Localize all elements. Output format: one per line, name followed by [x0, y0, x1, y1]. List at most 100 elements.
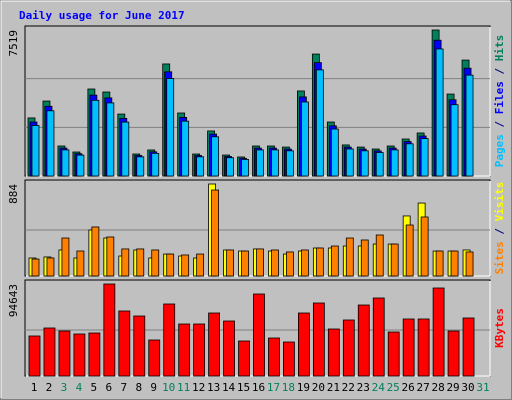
bar [181, 254, 190, 277]
bar [148, 339, 161, 377]
x-tick-label: 7 [120, 381, 127, 394]
x-tick-label: 15 [237, 381, 250, 394]
bar [136, 248, 145, 277]
bar [435, 48, 444, 177]
bar [103, 283, 116, 377]
legend: KBytes [493, 308, 506, 348]
bar [166, 78, 175, 177]
x-tick-label: 31 [476, 381, 489, 394]
bar [315, 247, 324, 277]
bar [28, 335, 41, 377]
bar [46, 110, 55, 177]
bar [327, 328, 340, 377]
bar [76, 154, 85, 177]
legend: Pages / Files / Hits [493, 35, 506, 168]
bar [31, 125, 40, 177]
legend-entry: KBytes [493, 308, 506, 348]
bar [76, 250, 85, 277]
bar [256, 149, 264, 177]
bar [226, 157, 234, 177]
x-tick-label: 24 [372, 381, 386, 394]
x-tick-label: 17 [267, 381, 280, 394]
x-tick-label: 14 [222, 381, 236, 394]
bar [372, 297, 385, 377]
bar [151, 249, 160, 277]
bar [312, 302, 325, 377]
x-tick-label: 26 [402, 381, 415, 394]
x-tick-label: 13 [207, 381, 220, 394]
bar [462, 317, 475, 377]
bar [390, 243, 399, 277]
bar [357, 304, 370, 377]
legend: Sites / Visits [493, 182, 506, 275]
bar [88, 332, 101, 377]
bar [360, 150, 369, 177]
bar [73, 333, 86, 377]
x-tick-label: 20 [312, 381, 325, 394]
bar [226, 249, 234, 277]
bar [330, 128, 339, 177]
bar [465, 74, 474, 177]
x-tick-label: 10 [162, 381, 175, 394]
bar [163, 303, 176, 377]
bar [211, 189, 220, 277]
bar [435, 250, 444, 277]
bar [420, 216, 429, 277]
bar [121, 248, 130, 277]
bar [121, 121, 130, 177]
bar [402, 318, 415, 377]
bar [300, 249, 309, 277]
bar [390, 149, 399, 177]
bar [375, 152, 384, 177]
legend-separator: / [493, 221, 506, 241]
bar [450, 104, 459, 177]
bar [61, 149, 70, 177]
bar [345, 237, 354, 277]
bar [46, 257, 55, 277]
legend-entry: Files [493, 81, 506, 114]
bar [268, 337, 280, 377]
bar [241, 250, 249, 277]
x-tick-label: 25 [387, 381, 400, 394]
x-tick-label: 16 [252, 381, 265, 394]
bar [106, 236, 115, 277]
bar [31, 258, 40, 277]
x-tick-label: 9 [150, 381, 157, 394]
bar [151, 152, 160, 177]
x-tick-label: 21 [327, 381, 340, 394]
bar [450, 250, 459, 277]
bar [136, 156, 145, 177]
x-tick-label: 5 [91, 381, 98, 394]
legend-entry: Pages [493, 134, 506, 167]
x-tick-label: 11 [177, 381, 190, 394]
bar [133, 315, 146, 377]
bar [300, 101, 309, 177]
x-tick-label: 28 [431, 381, 444, 394]
x-tick-label: 1 [31, 381, 38, 394]
bar [387, 331, 400, 377]
bar [181, 120, 190, 177]
bar [91, 226, 100, 277]
x-tick-label: 19 [297, 381, 310, 394]
y-tick-label: 884 [7, 184, 20, 204]
bar [315, 69, 324, 177]
bar [118, 310, 131, 377]
bar [405, 143, 414, 177]
bar [405, 224, 414, 277]
bar [238, 340, 250, 377]
bar [271, 249, 279, 277]
bar [465, 251, 474, 277]
bar [420, 138, 429, 177]
x-tick-label: 4 [76, 381, 83, 394]
bar [196, 253, 205, 277]
bar [283, 341, 295, 377]
bar [208, 312, 221, 377]
bar [211, 136, 220, 177]
x-tick-label: 2 [46, 381, 53, 394]
x-tick-label: 29 [446, 381, 459, 394]
bar [43, 327, 56, 377]
bar [432, 287, 445, 377]
bar [256, 248, 264, 277]
